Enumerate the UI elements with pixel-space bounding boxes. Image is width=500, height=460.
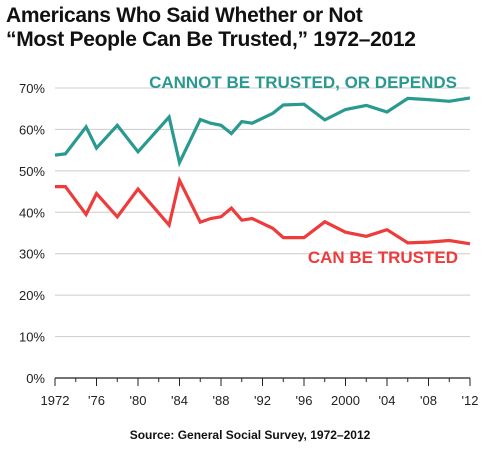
- gridlines: [55, 87, 470, 379]
- y-tick-label: 30%: [19, 247, 45, 262]
- x-tick-label: '08: [420, 393, 437, 408]
- source-note: Source: General Social Survey, 1972–2012: [129, 428, 371, 442]
- y-tick-label: 60%: [19, 122, 45, 137]
- y-tick-label: 40%: [19, 205, 45, 220]
- x-tick-label: 2000: [331, 393, 360, 408]
- x-tick-label: 1972: [41, 393, 70, 408]
- x-tick-label: '80: [130, 393, 147, 408]
- y-tick-label: 50%: [19, 164, 45, 179]
- x-tick-label: '04: [379, 393, 396, 408]
- y-tick-label: 70%: [19, 81, 45, 96]
- x-tick-label: '84: [171, 393, 188, 408]
- y-tick-label: 0%: [26, 371, 45, 386]
- y-axis-tick-labels: 0% 10% 20% 30% 40% 50% 60% 70%: [19, 81, 45, 386]
- chart-title: Americans Who Said Whether or Not “Most …: [6, 4, 496, 52]
- x-tick-label: '92: [254, 393, 271, 408]
- x-tick-label: '12: [462, 393, 479, 408]
- series-label-can-be-trusted: CAN BE TRUSTED: [308, 248, 458, 267]
- y-tick-label: 20%: [19, 288, 45, 303]
- x-tick-label: '76: [88, 393, 105, 408]
- series-line-cannot-be-trusted: [54, 96, 471, 168]
- x-tick-label: '96: [296, 393, 313, 408]
- chart-title-line-1: Americans Who Said Whether or Not: [6, 4, 363, 27]
- chart-title-line-2: “Most People Can Be Trusted,” 1972–2012: [6, 28, 416, 51]
- x-tick-label: '88: [213, 393, 230, 408]
- series-labels: CANNOT BE TRUSTED, OR DEPENDS CAN BE TRUS…: [149, 73, 458, 267]
- series-line-can-be-trusted: [55, 175, 471, 246]
- x-axis: 1972 '76 '80 '84 '88 '92 '96 2000 '04 '08 '12: [41, 378, 479, 408]
- y-tick-label: 10%: [19, 330, 45, 345]
- series-lines: [54, 96, 471, 246]
- series-label-cannot-be-trusted: CANNOT BE TRUSTED, OR DEPENDS: [149, 73, 457, 92]
